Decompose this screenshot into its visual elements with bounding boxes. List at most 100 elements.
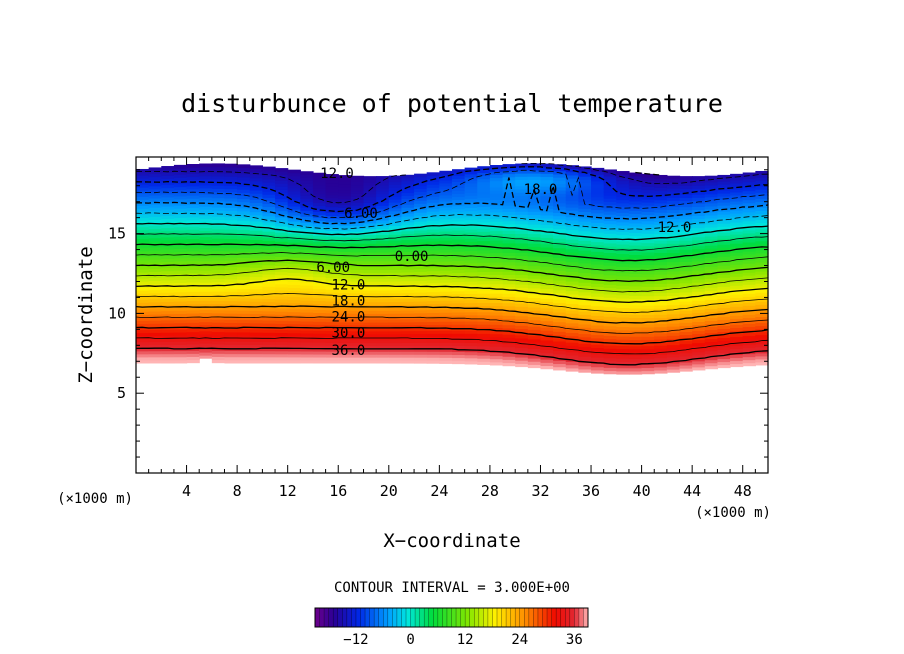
colorbar-bin	[560, 608, 566, 627]
field-cell	[515, 328, 529, 333]
field-cell	[692, 297, 706, 301]
field-cell	[679, 255, 693, 259]
field-cell	[540, 330, 554, 335]
field-cell	[211, 306, 226, 311]
x-unit-right: (×1000 m)	[695, 505, 771, 521]
field-cell	[312, 294, 327, 299]
field-cell	[540, 320, 554, 325]
field-cell	[717, 223, 731, 227]
field-cell	[401, 224, 415, 229]
field-cell	[464, 241, 478, 245]
field-cell	[540, 176, 554, 181]
field-cell	[666, 323, 681, 327]
field-cell	[414, 268, 428, 272]
field-cell	[275, 311, 289, 315]
field-cell	[237, 176, 251, 181]
contour-line	[136, 163, 768, 204]
field-cell	[666, 249, 681, 254]
field-cell	[616, 326, 630, 331]
field-cell	[262, 307, 276, 312]
field-cell	[628, 204, 643, 208]
field-cell	[679, 276, 693, 281]
field-cell	[654, 258, 668, 263]
field-cell	[489, 243, 504, 247]
field-cell	[211, 206, 226, 211]
field-cell	[148, 194, 162, 199]
field-cell	[275, 314, 289, 318]
field-cell	[477, 308, 491, 313]
field-cell	[464, 268, 478, 273]
field-cell	[502, 362, 516, 367]
field-cell	[616, 288, 630, 293]
field-cell	[325, 324, 339, 329]
field-cell	[730, 261, 744, 265]
field-cell	[452, 226, 466, 231]
field-cell	[325, 303, 339, 308]
field-cell	[350, 248, 365, 253]
field-cell	[300, 353, 314, 358]
field-cell	[376, 225, 390, 230]
field-cell	[199, 166, 213, 171]
field-cell	[312, 282, 327, 287]
field-cell	[477, 320, 491, 325]
field-cell	[275, 305, 289, 309]
field-cell	[628, 314, 643, 318]
field-cell	[325, 188, 339, 193]
field-cell	[338, 333, 352, 338]
field-cell	[515, 217, 529, 222]
field-cell	[224, 244, 238, 249]
field-cell	[717, 232, 731, 236]
field-cell	[628, 238, 643, 243]
field-cell	[654, 267, 668, 272]
field-cell	[199, 269, 213, 274]
field-cell	[628, 270, 643, 274]
field-cell	[477, 262, 491, 266]
field-cell	[616, 218, 630, 223]
field-cell	[452, 260, 466, 264]
field-cell	[237, 179, 251, 184]
field-cell	[717, 214, 731, 218]
field-cell	[414, 247, 428, 252]
field-cell	[540, 359, 554, 363]
field-cell	[755, 292, 769, 296]
field-cell	[489, 168, 504, 172]
field-cell	[376, 205, 390, 209]
field-cell	[628, 232, 643, 237]
field-cell	[262, 353, 276, 358]
field-cell	[755, 322, 769, 327]
field-cell	[540, 179, 554, 184]
field-cell	[654, 224, 668, 229]
field-cell	[401, 236, 415, 241]
field-cell	[401, 213, 415, 217]
field-cell	[502, 346, 516, 351]
field-cell	[717, 331, 731, 336]
field-cell	[338, 274, 352, 279]
field-cell	[515, 246, 529, 250]
field-cell	[363, 319, 377, 323]
field-cell	[578, 262, 592, 267]
field-cell	[439, 203, 453, 208]
field-cell	[237, 353, 251, 358]
field-cell	[249, 254, 263, 259]
field-cell	[730, 176, 744, 181]
field-cell	[666, 175, 681, 180]
contour-line	[635, 171, 661, 176]
field-cell	[641, 173, 655, 178]
field-cell	[211, 256, 226, 261]
contour-line	[135, 267, 769, 293]
field-cell	[426, 184, 440, 188]
field-cell	[262, 215, 276, 220]
field-cell	[161, 335, 175, 339]
field-cell	[666, 353, 681, 358]
field-cell	[692, 227, 706, 232]
field-cell	[742, 335, 756, 340]
field-cell	[173, 232, 188, 237]
field-cell	[401, 351, 415, 355]
field-cell	[742, 308, 756, 312]
field-cell	[704, 356, 719, 361]
field-cell	[224, 303, 238, 308]
field-cell	[439, 212, 453, 217]
field-cell	[300, 297, 314, 301]
field-cell	[199, 330, 213, 335]
field-cell	[237, 251, 251, 255]
